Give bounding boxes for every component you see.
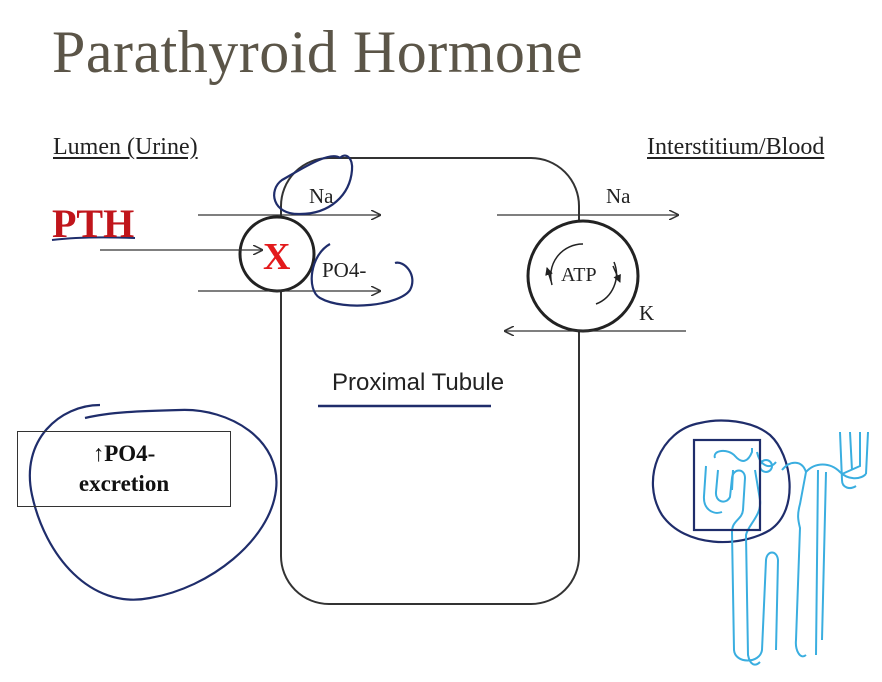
effect-circle-annotation [28,403,278,601]
atp-label: ATP [561,264,597,286]
nephron-circle-annotation [651,419,791,544]
pth-label: PTH [52,201,135,246]
page-title: Parathyroid Hormone [52,19,584,85]
effect-line-2: excretion [78,471,170,496]
nephron-icon [702,431,869,666]
proximal-tubule-label: Proximal Tubule [332,369,505,396]
proximal-tubule-cell [280,157,580,605]
na-label-right: Na [606,184,631,208]
interstitium-label: Interstitium/Blood [647,134,825,160]
po4-label: PO4- [322,258,367,282]
effect-line-1: ↑PO4- [92,441,156,467]
na-label-left: Na [309,184,334,208]
po4-circle-annotation [310,243,414,307]
na-circle-annotation [273,154,354,216]
circular-arrows-icon [545,243,621,305]
k-label: K [639,301,655,325]
nephron-highlight-box [692,438,762,532]
inhibition-x-mark: X [263,236,291,278]
po4-excretion-box: ↑PO4- excretion [17,431,231,507]
pth-underline-scribble [51,236,136,241]
lumen-label: Lumen (Urine) [53,134,198,160]
